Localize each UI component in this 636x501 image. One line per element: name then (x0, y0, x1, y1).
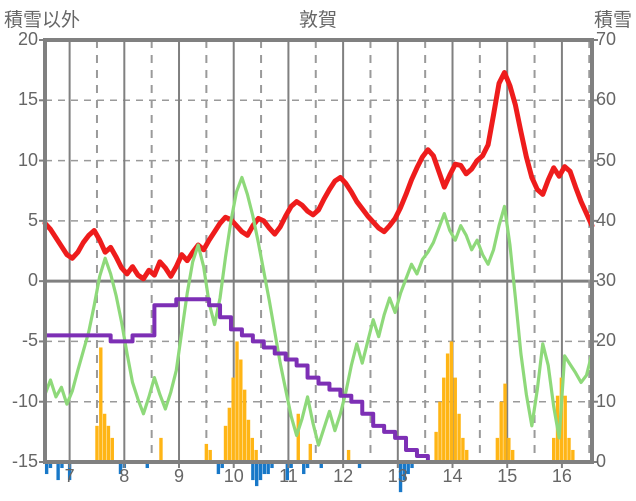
bar-snowfall (398, 462, 403, 493)
bar-snowfall (402, 462, 407, 481)
bar-precipitation (99, 347, 103, 462)
bar-precipitation (346, 449, 351, 462)
x-axis-tick-label: 10 (223, 466, 244, 486)
bar-precipitation (465, 449, 469, 462)
bar-precipitation (95, 425, 99, 462)
x-axis-tick-label: 9 (173, 466, 184, 486)
bar-precipitation (102, 413, 107, 462)
y-axis-tick-label: 5 (27, 209, 38, 230)
bar-snowfall (60, 462, 64, 469)
bar-precipitation (110, 437, 114, 462)
y-axis-tick-label: -10 (11, 390, 38, 411)
series-line-snow-depth-step (43, 297, 594, 464)
bar-precipitation (239, 359, 243, 462)
bar-precipitation (571, 449, 575, 462)
bar-precipitation (442, 377, 446, 462)
bar-snowfall (305, 462, 310, 469)
bar-precipitation (231, 377, 235, 462)
bar-precipitation (106, 425, 111, 462)
x-axis-tick-label: 16 (551, 466, 572, 486)
bar-precipitation (563, 395, 567, 462)
bar-snowfall (48, 462, 53, 469)
x-axis-tick-label: 15 (497, 466, 518, 486)
bar-precipitation (507, 437, 511, 462)
bar-snowfall (216, 462, 221, 475)
y-axis-tick-label: -15 (11, 451, 38, 471)
y2-axis-tick-label: 40 (596, 209, 617, 230)
x-axis-tick-label: 11 (279, 466, 298, 486)
bar-snowfall (145, 462, 149, 469)
bar-precipitation (434, 431, 438, 462)
bar-snowfall (251, 462, 255, 481)
y-axis-tick-label: 10 (17, 149, 38, 170)
bar-precipitation (246, 419, 251, 462)
bar-snowfall (406, 462, 410, 475)
bar-snowfall (67, 462, 72, 481)
bar-precipitation (449, 341, 454, 462)
left-axis-unit-label: 積雪以外 (4, 10, 81, 31)
y2-axis-tick-label: 60 (596, 89, 617, 110)
bar-snowfall (410, 462, 414, 469)
bar-precipitation (242, 389, 247, 462)
y-axis-tick-label: -5 (21, 330, 38, 351)
bar-snowfall (254, 462, 259, 487)
bar-precipitation (457, 413, 461, 462)
x-axis-tick-label: 13 (387, 466, 408, 486)
bar-snowfall (270, 462, 274, 469)
series-line-snow-depth-related (43, 175, 594, 447)
bar-snowfall (285, 462, 290, 481)
bar-snowfall (289, 462, 293, 469)
bar-precipitation (453, 377, 457, 462)
bar-precipitation (499, 401, 503, 462)
right-axis-unit-label: 積雪 (593, 10, 632, 31)
bar-precipitation (445, 353, 450, 462)
bar-snowfall (56, 462, 60, 481)
axis-frame (43, 38, 594, 464)
y2-axis-tick-label: 10 (596, 390, 617, 411)
y-axis-tick-label: 0 (27, 270, 38, 291)
y2-axis-tick-label: 20 (596, 330, 617, 351)
bar-precipitation (510, 449, 515, 462)
x-axis-tick-label: 12 (333, 466, 354, 486)
bar-precipitation (254, 449, 258, 462)
bar-precipitation (503, 383, 507, 462)
chart-title: 敦賀 (298, 10, 337, 31)
bar-precipitation (227, 407, 232, 462)
y-axis-tick-label: 15 (17, 89, 38, 110)
bar-snowfall (220, 462, 224, 469)
bar-precipitation (567, 437, 571, 462)
bar-precipitation (296, 413, 300, 462)
bar-precipitation (438, 401, 442, 462)
y2-axis-tick-label: 0 (596, 451, 607, 471)
bar-snowfall (357, 462, 362, 469)
bar-precipitation (208, 449, 212, 462)
bar-precipitation (223, 425, 228, 462)
y2-axis-tick-label: 70 (596, 29, 617, 49)
bar-precipitation (204, 443, 209, 462)
bar-precipitation (159, 437, 163, 462)
y2-axis-tick-label: 30 (596, 270, 617, 291)
y2-axis-tick-label: 50 (596, 149, 617, 170)
bar-snowfall (266, 462, 270, 475)
bar-snowfall (302, 462, 306, 475)
bar-precipitation (308, 443, 312, 462)
y-axis-tick-label: 20 (17, 29, 38, 49)
bar-precipitation (235, 341, 239, 462)
bar-precipitation (461, 437, 465, 462)
bar-precipitation (495, 437, 500, 462)
bar-snowfall (44, 462, 49, 475)
bar-snowfall (319, 462, 323, 469)
x-axis-tick-label: 7 (64, 466, 75, 486)
bar-snowfall (258, 462, 263, 481)
x-axis-tick-label: 8 (119, 466, 130, 486)
bar-snowfall (118, 462, 123, 475)
bar-precipitation (250, 437, 255, 462)
bar-snowfall (262, 462, 267, 475)
x-axis-tick-label: 14 (442, 466, 463, 486)
bar-precipitation (552, 437, 556, 462)
series-line-temperature (42, 70, 595, 282)
